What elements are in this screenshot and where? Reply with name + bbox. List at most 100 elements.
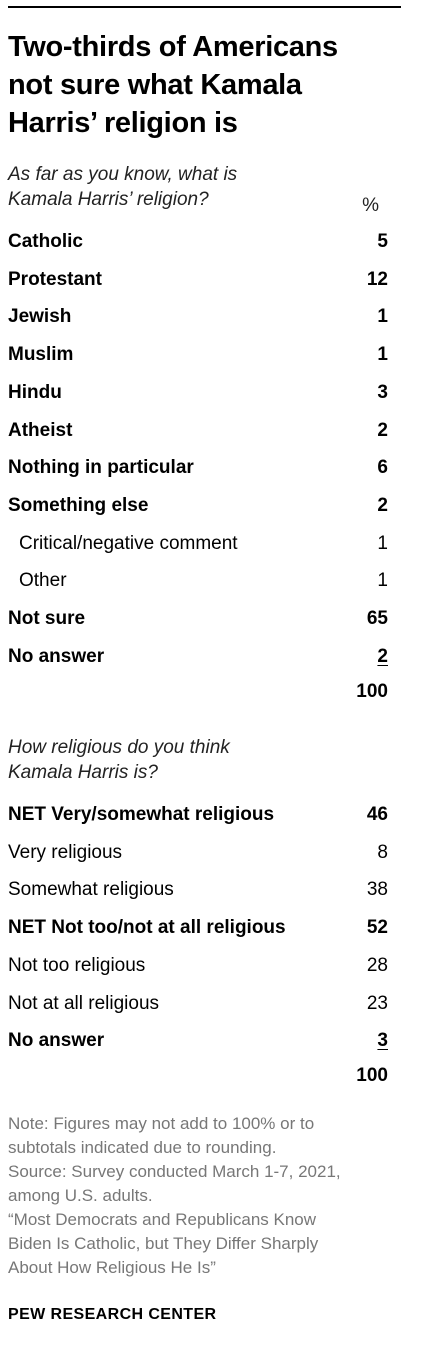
- row-label: Hindu: [8, 381, 62, 403]
- table-row: Not at all religious 23: [8, 986, 388, 1022]
- row-value-text: 5: [377, 231, 388, 252]
- row-value-text: 8: [377, 841, 388, 863]
- row-label: Somewhat religious: [8, 879, 174, 901]
- row-label: Not too religious: [8, 954, 146, 976]
- row-value: 52: [348, 917, 388, 939]
- row-label: Other: [19, 570, 67, 592]
- row-value: 1: [348, 344, 388, 366]
- title-line: not sure what Kamala: [8, 69, 302, 101]
- top-rule: [8, 6, 401, 8]
- row-label: Not sure: [8, 608, 86, 629]
- table-row: Catholic 5: [8, 224, 388, 260]
- row-value: 28: [348, 955, 388, 977]
- row-value-text: 46: [366, 804, 388, 825]
- row-value: 5: [348, 231, 388, 253]
- row-label: Atheist: [8, 419, 73, 441]
- religion-total: 100: [8, 674, 388, 710]
- row-label: NET Not too/not at all religious: [8, 917, 286, 939]
- note-line: “Most Democrats and Republicans Know: [8, 1210, 317, 1229]
- row-label: Catholic: [8, 231, 83, 252]
- row-value: 38: [348, 879, 388, 901]
- row-value-text: 38: [366, 879, 388, 901]
- table-row: Nothing in particular 6: [8, 450, 388, 486]
- table-row: Not too religious 28: [8, 948, 388, 984]
- note-line: Source: Survey conducted March 1-7, 2021…: [8, 1162, 341, 1181]
- row-label: No answer: [8, 645, 105, 667]
- notes: Note: Figures may not add to 100% or to …: [8, 1112, 413, 1280]
- note-line: among U.S. adults.: [8, 1186, 153, 1205]
- note-line: Note: Figures may not add to 100% or to: [8, 1114, 315, 1133]
- percent-header: %: [362, 195, 379, 216]
- table-row: Protestant 12: [8, 262, 388, 298]
- table-row: Critical/negative comment 1: [8, 526, 388, 562]
- table-row: Jewish 1: [8, 299, 388, 335]
- row-value: 1: [348, 306, 388, 328]
- org-name: PEW RESEARCH CENTER: [8, 1306, 217, 1323]
- table-row: Very religious 8: [8, 835, 388, 871]
- row-value-text: 2: [377, 419, 388, 441]
- row-value: 1: [348, 570, 388, 592]
- question-line: Kamala Harris is?: [8, 762, 158, 783]
- row-value: 6: [348, 457, 388, 479]
- row-value: 1: [348, 533, 388, 555]
- row-value: 3: [348, 1030, 388, 1052]
- question-religion: As far as you know, what is Kamala Harri…: [8, 162, 237, 212]
- row-value-text: 3: [377, 1030, 388, 1052]
- table-row: Somewhat religious 38: [8, 872, 388, 908]
- row-value: 65: [348, 608, 388, 630]
- total-value: 100: [356, 681, 388, 702]
- row-value-text: 12: [366, 268, 388, 290]
- row-value-text: 3: [377, 381, 388, 403]
- question-line: As far as you know, what is: [8, 164, 238, 185]
- title-line: Harris’ religion is: [8, 107, 238, 139]
- row-label: Nothing in particular: [8, 457, 194, 479]
- row-value: 23: [348, 993, 388, 1015]
- row-label: Not at all religious: [8, 992, 160, 1014]
- table-row: NET Very/somewhat religious 46: [8, 797, 388, 833]
- note-line: Biden Is Catholic, but They Differ Sharp…: [8, 1234, 319, 1253]
- row-value: 2: [348, 420, 388, 442]
- row-value-text: 1: [377, 306, 388, 328]
- table-row: Muslim 1: [8, 337, 388, 373]
- row-value: 8: [348, 842, 388, 864]
- note-line: About How Religious He Is”: [8, 1258, 216, 1277]
- table-row: No answer 3: [8, 1023, 388, 1059]
- table-row: Atheist 2: [8, 413, 388, 449]
- row-value-text: 1: [377, 532, 388, 554]
- row-value-text: 1: [377, 344, 388, 366]
- row-value: 12: [348, 269, 388, 291]
- row-value-text: 2: [377, 645, 388, 667]
- table-row: Not sure 65: [8, 601, 388, 637]
- religiosity-total: 100: [8, 1058, 388, 1094]
- row-label: Jewish: [8, 306, 72, 328]
- row-value: 2: [348, 646, 388, 668]
- row-value-text: 2: [377, 494, 388, 516]
- table-row: No answer 2: [8, 639, 388, 675]
- row-label: Something else: [8, 494, 149, 516]
- table-row: NET Not too/not at all religious 52: [8, 910, 388, 946]
- row-value-text: 28: [366, 954, 388, 976]
- row-value-text: 52: [366, 917, 388, 939]
- row-value-text: 65: [366, 608, 388, 629]
- row-label: No answer: [8, 1030, 105, 1052]
- row-value-text: 23: [366, 992, 388, 1014]
- row-value-text: 6: [377, 457, 388, 479]
- table-row: Other 1: [8, 563, 388, 599]
- row-label: Muslim: [8, 344, 74, 366]
- title-line: Two-thirds of Americans: [8, 31, 338, 63]
- total-value: 100: [356, 1065, 388, 1086]
- question-religiosity: How religious do you think Kamala Harris…: [8, 735, 230, 785]
- row-label: Critical/negative comment: [19, 532, 238, 554]
- row-label: Protestant: [8, 268, 102, 290]
- row-value-text: 1: [377, 570, 388, 592]
- table-row: Hindu 3: [8, 375, 388, 411]
- question-line: Kamala Harris’ religion?: [8, 189, 209, 210]
- row-value: 46: [348, 804, 388, 826]
- note-line: subtotals indicated due to rounding.: [8, 1138, 277, 1157]
- row-label: NET Very/somewhat religious: [8, 804, 275, 825]
- row-label: Very religious: [8, 841, 123, 863]
- question-line: How religious do you think: [8, 737, 230, 758]
- table-row: Something else 2: [8, 488, 388, 524]
- row-value: 3: [348, 382, 388, 404]
- row-value: 2: [348, 495, 388, 517]
